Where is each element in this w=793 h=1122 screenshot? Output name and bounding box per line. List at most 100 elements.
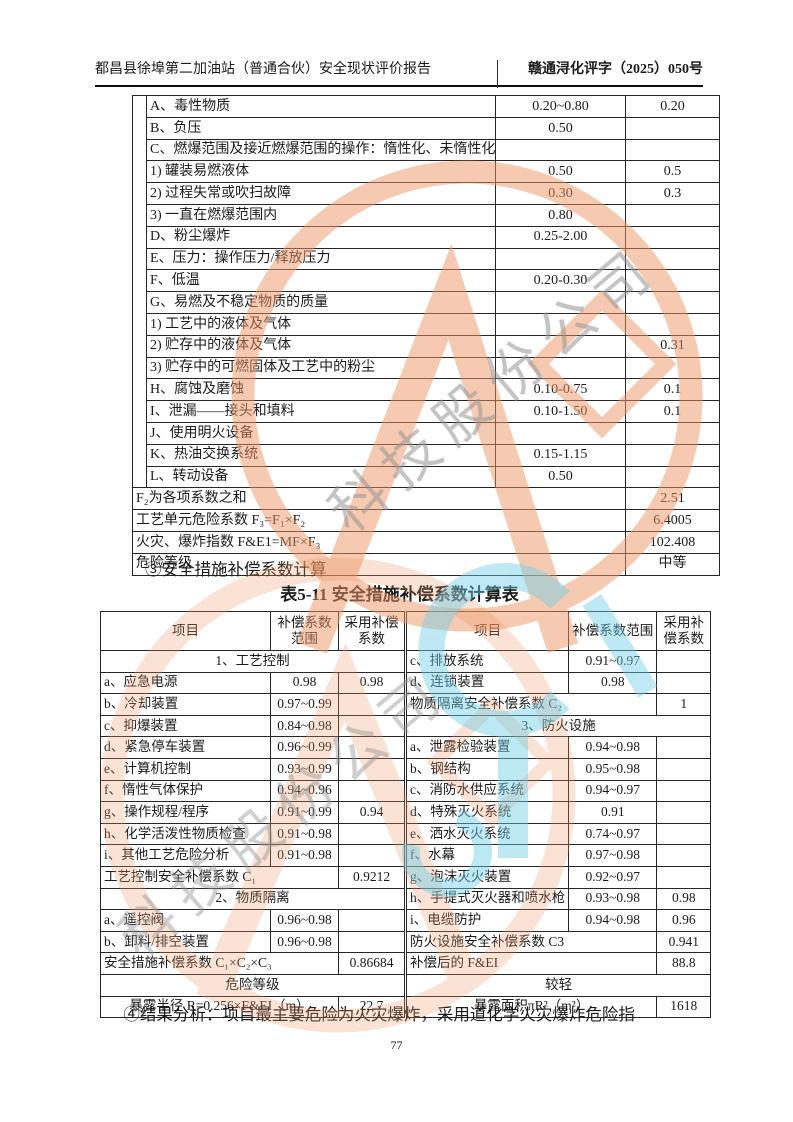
row-label: c、抑爆装置 <box>100 714 271 738</box>
table-row: h、化学活泼性物质检查 0.91~0.98 <box>100 822 405 846</box>
value-cell <box>338 757 405 781</box>
range-cell: 0.15-1.15 <box>495 443 626 467</box>
value-cell: 0.86684 <box>338 952 405 975</box>
range-cell: 0.92~0.97 <box>568 865 658 889</box>
table-row: c、排放系统 0.91~0.97 <box>405 650 712 673</box>
value-cell: 1618 <box>656 995 712 1019</box>
row-label: d、连锁装置 <box>405 671 570 695</box>
compensation-table-left: 项目 补偿系数范围 采用补偿系数 1、工艺控制 a、应急电源 0.98 0.98 b、冷… <box>100 611 405 1019</box>
range-cell: 0.91~0.99 <box>270 801 339 824</box>
summary-label: 火灾、爆炸指数 F&E1=MF×F₃ <box>132 530 626 554</box>
value-cell <box>338 844 405 867</box>
table-row: A、毒性物质 0.20~0.80 0.20 <box>132 94 720 489</box>
table-row: f、水幕 0.97~0.98 <box>405 844 712 867</box>
range-cell <box>495 334 626 358</box>
table-row: G、易燃及不稳定物质的质量 <box>133 291 720 314</box>
value-cell <box>338 714 405 738</box>
report-title: 都昌县徐埠第二加油站（普通合伙）安全现状评价报告 <box>95 62 431 77</box>
row-label: a、遥控阀 <box>100 909 271 932</box>
value-cell <box>625 138 720 162</box>
summary-label: F₂为各项系数之和 <box>132 487 626 511</box>
table-row: K、热油交换系统 0.15-1.15 <box>133 443 720 467</box>
col-used: 采用补偿系数 <box>656 611 712 651</box>
section-row: 1、工艺控制 <box>100 650 405 673</box>
table-row: F、低温 0.20-0.30 <box>133 269 720 293</box>
range-cell: 0.93~0.98 <box>568 887 658 911</box>
table-row: C、燃爆范围及接近燃爆范围的操作：惰性化、未惰性化 <box>133 138 720 162</box>
row-label: a、泄露检验装置 <box>405 736 570 759</box>
table-row: a、遥控阀 0.96~0.98 <box>100 909 405 932</box>
table-row: 2) 过程失常或吹扫故障 0.30 0.3 <box>133 182 720 205</box>
value-cell <box>338 822 405 846</box>
table-row: a、泄露检验装置 0.94~0.98 <box>405 736 712 759</box>
subtotal-label: 工艺控制安全补偿系数 C₁ <box>100 865 339 889</box>
comp-table-title: 表5-11 安全措施补偿系数计算表 <box>280 585 519 604</box>
row-label: i、电缆防护 <box>405 909 570 932</box>
compensation-table-right: 项目 补偿系数范围 采用补偿系数 c、排放系统 0.91~0.97 d、连锁装置 0.9… <box>405 611 712 1019</box>
value-cell <box>656 757 712 781</box>
range-cell: 0.93~0.99 <box>270 757 339 781</box>
table-row: d、紧急停车装置 0.96~0.99 <box>100 736 405 759</box>
range-cell: 0.94~0.98 <box>568 909 658 932</box>
table-row: b、钢结构 0.95~0.98 <box>405 757 712 781</box>
table-row: J、使用明火设备 <box>133 421 720 445</box>
range-cell: 0.96~0.98 <box>270 930 339 954</box>
section4-text: ④结果分析：项目最主要危险为火灾爆炸，采用道化学火灾爆炸危险指 <box>123 1005 635 1024</box>
range-cell <box>495 421 626 445</box>
value-cell <box>338 909 405 932</box>
value-cell <box>656 801 712 824</box>
range-cell: 0.10-0.75 <box>495 378 626 402</box>
value-cell <box>625 312 720 336</box>
range-cell: 0.20~0.80 <box>495 95 626 118</box>
value-cell: 2.51 <box>625 487 720 511</box>
row-label: 1) 罐装易燃液体 <box>146 160 496 184</box>
row-label: C、燃爆范围及接近燃爆范围的操作：惰性化、未惰性化 <box>146 138 496 162</box>
table-row: 暴露半径 R=0.256×F&EI（m） 22.7 <box>100 995 405 1019</box>
value-cell <box>625 203 720 227</box>
range-cell: 0.98 <box>568 671 658 695</box>
summary-label: 工艺单元危险系数 F₃=F₁×F₂ <box>132 509 626 532</box>
range-cell: 0.91~0.98 <box>270 844 339 867</box>
section-row: 3、防火设施 <box>405 714 712 738</box>
section-label: 2、物质隔离 <box>100 887 405 911</box>
row-label: h、化学活泼性物质检查 <box>100 822 271 846</box>
row-label: g、操作规程/程序 <box>100 801 271 824</box>
table-row: h、手提式灭火器和喷水枪 0.93~0.98 0.98 <box>405 887 712 911</box>
range-cell: 0.50 <box>495 116 626 140</box>
table-row: B、负压 0.50 <box>133 116 720 140</box>
row-label: h、手提式灭火器和喷水枪 <box>405 887 570 911</box>
value-cell <box>656 736 712 759</box>
value-cell: 6.4005 <box>625 509 720 532</box>
range-cell: 0.50 <box>495 465 626 489</box>
page-header: 都昌县徐埠第二加油站（普通合伙）安全现状评价报告 赣通浔化评字（2025）050… <box>95 58 703 87</box>
compensation-table: 项目 补偿系数范围 采用补偿系数 1、工艺控制 a、应急电源 0.98 0.98 b、冷… <box>100 611 712 1019</box>
range-cell: 0.94~0.98 <box>568 736 658 759</box>
range-cell: 0.84~0.98 <box>270 714 339 738</box>
table-row: F₂为各项系数之和 2.51 <box>132 487 720 511</box>
row-label: f、惰性气体保护 <box>100 779 271 803</box>
range-cell <box>495 291 626 314</box>
row-label: a、应急电源 <box>100 671 271 695</box>
section-label: 较轻 <box>405 973 712 997</box>
table-row: D、粉尘爆炸 0.25-2.00 <box>133 225 720 249</box>
row-label: B、负压 <box>146 116 496 140</box>
range-cell: 0.95~0.98 <box>568 757 658 781</box>
row-label: e、洒水灭火系统 <box>405 822 570 846</box>
row-label: H、腐蚀及磨蚀 <box>146 378 496 402</box>
value-cell: 0.9212 <box>338 865 405 889</box>
col-range: 补偿系数范围 <box>270 611 339 651</box>
table-row: 火灾、爆炸指数 F&E1=MF×F₃ 102.408 <box>132 530 720 554</box>
col-item: 项目 <box>405 611 570 651</box>
table-row: i、电缆防护 0.94~0.98 0.96 <box>405 909 712 932</box>
table-row: g、操作规程/程序 0.91~0.99 0.94 <box>100 801 405 824</box>
table-row: b、冷却装置 0.97~0.99 <box>100 693 405 716</box>
row-label: d、特殊灭火系统 <box>405 801 570 824</box>
subtotal-label: 防火设施安全补偿系数 C3 <box>405 930 658 954</box>
value-cell <box>656 779 712 803</box>
value-cell <box>338 930 405 954</box>
row-label: J、使用明火设备 <box>146 421 496 445</box>
table-header-row: 项目 补偿系数范围 采用补偿系数 <box>405 611 712 651</box>
range-cell: 0.10-1.50 <box>495 400 626 423</box>
table-row: H、腐蚀及磨蚀 0.10-0.75 0.1 <box>133 378 720 402</box>
value-cell: 22.7 <box>338 995 405 1019</box>
